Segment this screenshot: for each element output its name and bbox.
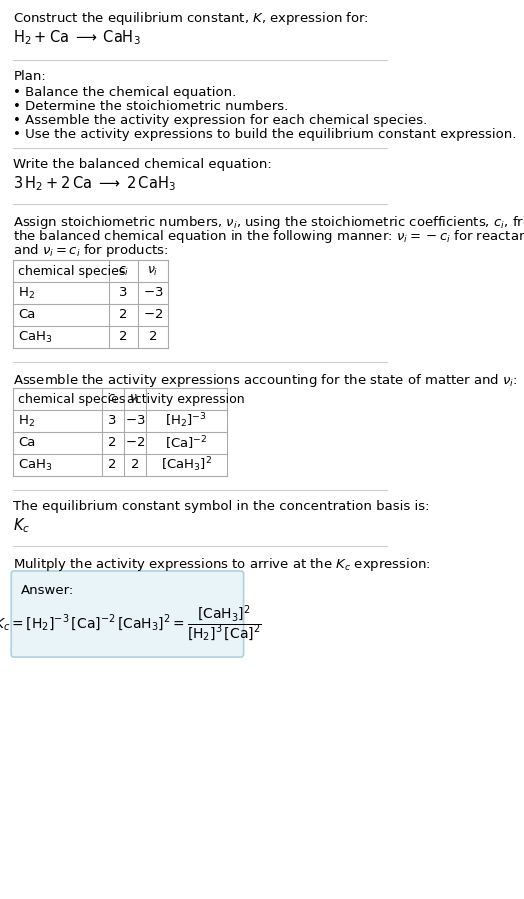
- Text: 2: 2: [108, 437, 117, 450]
- Text: $[\mathrm{H_2}]^{-3}$: $[\mathrm{H_2}]^{-3}$: [166, 412, 207, 431]
- Text: $c_i$: $c_i$: [107, 393, 118, 405]
- Text: $\mathrm{3\, H_2 + 2\, Ca \;\longrightarrow\; 2\, CaH_3}$: $\mathrm{3\, H_2 + 2\, Ca \;\longrightar…: [14, 174, 176, 192]
- Text: Answer:: Answer:: [21, 584, 74, 597]
- Text: Ca: Ca: [18, 308, 35, 322]
- Text: $[\mathrm{Ca}]^{-2}$: $[\mathrm{Ca}]^{-2}$: [165, 434, 208, 452]
- Text: $K_c = [\mathrm{H_2}]^{-3}\, [\mathrm{Ca}]^{-2}\, [\mathrm{CaH_3}]^2 = \dfrac{[\: $K_c = [\mathrm{H_2}]^{-3}\, [\mathrm{Ca…: [0, 604, 261, 645]
- Text: Construct the equilibrium constant, $K$, expression for:: Construct the equilibrium constant, $K$,…: [14, 10, 369, 27]
- Text: $\mathrm{CaH_3}$: $\mathrm{CaH_3}$: [18, 458, 52, 473]
- Text: 2: 2: [149, 331, 157, 343]
- Text: $-2$: $-2$: [143, 308, 163, 322]
- Text: The equilibrium constant symbol in the concentration basis is:: The equilibrium constant symbol in the c…: [14, 500, 430, 513]
- Text: activity expression: activity expression: [127, 393, 245, 405]
- Text: 2: 2: [130, 458, 139, 471]
- Text: • Determine the stoichiometric numbers.: • Determine the stoichiometric numbers.: [14, 100, 289, 113]
- Text: Ca: Ca: [18, 437, 35, 450]
- Text: • Use the activity expressions to build the equilibrium constant expression.: • Use the activity expressions to build …: [14, 128, 517, 141]
- Text: 2: 2: [108, 458, 117, 471]
- Text: and $\nu_i = c_i$ for products:: and $\nu_i = c_i$ for products:: [14, 242, 169, 259]
- Text: the balanced chemical equation in the following manner: $\nu_i = -c_i$ for react: the balanced chemical equation in the fo…: [14, 228, 524, 245]
- Text: $-3$: $-3$: [125, 414, 145, 428]
- FancyBboxPatch shape: [11, 571, 244, 657]
- Text: 3: 3: [119, 287, 128, 299]
- Text: $-2$: $-2$: [125, 437, 145, 450]
- Text: $K_c$: $K_c$: [14, 516, 30, 535]
- Text: $-3$: $-3$: [143, 287, 163, 299]
- Text: • Assemble the activity expression for each chemical species.: • Assemble the activity expression for e…: [14, 114, 428, 127]
- Text: Plan:: Plan:: [14, 70, 46, 83]
- Text: $[\mathrm{CaH_3}]^2$: $[\mathrm{CaH_3}]^2$: [161, 456, 212, 475]
- Text: $\nu_i$: $\nu_i$: [147, 264, 159, 278]
- Text: 3: 3: [108, 414, 117, 428]
- Text: $\mathrm{H_2}$: $\mathrm{H_2}$: [18, 286, 35, 300]
- Text: chemical species: chemical species: [18, 264, 125, 278]
- Text: 2: 2: [119, 308, 128, 322]
- Text: chemical species: chemical species: [18, 393, 125, 405]
- Text: • Balance the chemical equation.: • Balance the chemical equation.: [14, 86, 237, 99]
- Text: Assemble the activity expressions accounting for the state of matter and $\nu_i$: Assemble the activity expressions accoun…: [14, 372, 518, 389]
- Text: $c_i$: $c_i$: [118, 264, 129, 278]
- Text: Write the balanced chemical equation:: Write the balanced chemical equation:: [14, 158, 272, 171]
- Text: $\mathrm{H_2 + Ca \;\longrightarrow\; CaH_3}$: $\mathrm{H_2 + Ca \;\longrightarrow\; Ca…: [14, 28, 141, 47]
- Text: Assign stoichiometric numbers, $\nu_i$, using the stoichiometric coefficients, $: Assign stoichiometric numbers, $\nu_i$, …: [14, 214, 524, 231]
- Text: $\nu_i$: $\nu_i$: [129, 393, 140, 405]
- Text: $\mathrm{CaH_3}$: $\mathrm{CaH_3}$: [18, 329, 52, 344]
- Text: Mulitply the activity expressions to arrive at the $K_c$ expression:: Mulitply the activity expressions to arr…: [14, 556, 431, 573]
- Text: $\mathrm{H_2}$: $\mathrm{H_2}$: [18, 414, 35, 429]
- Text: 2: 2: [119, 331, 128, 343]
